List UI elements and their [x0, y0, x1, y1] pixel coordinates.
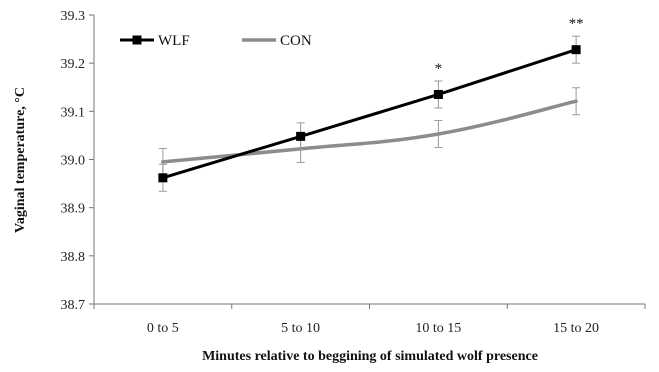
series-line-con [161, 99, 578, 164]
x-tick-label: 0 to 5 [147, 321, 179, 336]
legend-item-wlf: WLF [120, 33, 190, 49]
x-tick-labels: 0 to 5 5 to 10 10 to 15 15 to 20 [93, 304, 646, 336]
x-axis-title: Minutes relative to beggining of simulat… [202, 349, 538, 364]
legend-marker-wlf [132, 35, 142, 45]
y-tick-label: 39.2 [61, 57, 86, 72]
y-tick-label: 39.3 [61, 9, 86, 24]
y-tick-label: 38.9 [61, 202, 86, 217]
data-point-wlf [571, 45, 581, 55]
y-tick-label: 39.1 [61, 105, 86, 120]
series-layer [158, 35, 581, 192]
legend-item-con: CON [242, 33, 312, 49]
data-point-wlf [433, 89, 443, 99]
x-tick-label: 5 to 10 [281, 321, 320, 336]
series-wlf [158, 35, 581, 192]
significance-marker: ** [569, 16, 584, 32]
y-tick-label: 39.0 [61, 154, 86, 169]
y-tick-labels: 38.7 38.8 38.9 39.0 39.1 39.2 39.3 [61, 9, 94, 313]
x-tick-label: 15 to 20 [553, 321, 599, 336]
legend-label-wlf: WLF [158, 33, 190, 49]
data-point-wlf [158, 173, 168, 183]
x-tick-label: 10 to 15 [415, 321, 461, 336]
data-point-wlf [296, 131, 306, 141]
significance-annotations: *** [435, 16, 584, 77]
y-axis-title: Vaginal temperature, °C [13, 87, 28, 233]
y-tick-label: 38.7 [61, 298, 86, 313]
legend-label-con: CON [280, 33, 312, 49]
y-tick-label: 38.8 [61, 250, 86, 265]
series-con [158, 87, 581, 176]
series-line-wlf [161, 48, 578, 180]
significance-marker: * [435, 61, 443, 77]
legend: WLF CON [120, 33, 312, 49]
